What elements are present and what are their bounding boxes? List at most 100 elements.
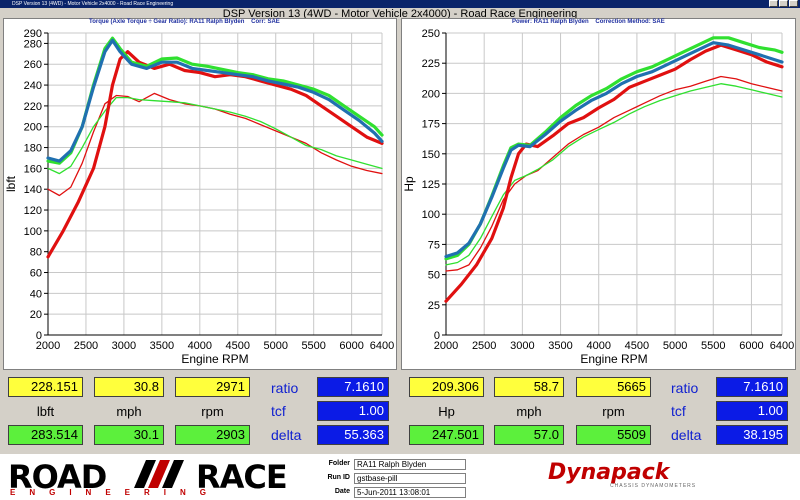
minimize-button[interactable] <box>769 0 778 7</box>
runid-label: Run ID <box>327 474 350 481</box>
x-tick-label: 2000 <box>434 340 458 352</box>
delta-label: delta <box>671 427 702 443</box>
y-tick-label: 0 <box>434 330 440 342</box>
speed-unit-label: mph <box>516 404 542 419</box>
tcf-value-box: 1.00 <box>317 401 389 421</box>
power-readout-box: 209.306 <box>409 377 484 397</box>
ratio-value-box: 7.1610 <box>716 377 788 397</box>
y-tick-label: 175 <box>422 119 440 131</box>
logo-stripes-icon <box>134 460 184 488</box>
logo-road-text: ROAD <box>8 458 107 496</box>
x-tick-label: 3000 <box>112 340 136 352</box>
main-title: DSP Version 13 (4WD - Motor Vehicle 2x40… <box>222 8 578 20</box>
delta-value-box: 38.195 <box>716 425 788 445</box>
y-tick-label: 160 <box>24 163 42 175</box>
rpm-peak-box: 2903 <box>175 425 250 445</box>
power-header-source: Power: RA11 Ralph Blyden <box>512 19 589 25</box>
y-tick-label: 260 <box>24 59 42 71</box>
rpm-unit-label: rpm <box>201 404 224 419</box>
y-tick-label: 125 <box>422 179 440 191</box>
x-axis-label: Engine RPM <box>580 352 647 366</box>
torque-header-source: Torque (Axle Torque ÷ Gear Ratio): RA11 … <box>89 19 245 25</box>
torque-unit-label: lbft <box>36 404 55 419</box>
torque-header-corr: Corr: SAE <box>251 19 280 25</box>
torque-peak-box: 283.514 <box>8 425 83 445</box>
y-tick-label: 120 <box>24 205 42 217</box>
runid-value: gstbase-pill <box>354 473 466 484</box>
window-titlebar[interactable]: DSP Version 13 (4WD) - Motor Vehicle 2x4… <box>0 0 800 8</box>
x-tick-label: 4000 <box>188 340 212 352</box>
power-peak-box: 247.501 <box>409 425 484 445</box>
date-value: 5-Jun-2011 13:08:01 <box>354 487 466 498</box>
y-tick-label: 180 <box>24 143 42 155</box>
power-unit-label: Hp <box>438 404 455 419</box>
rpm-peak-box: 5509 <box>576 425 651 445</box>
speed-readout-box: 30.8 <box>94 377 164 397</box>
series-line-red-thick <box>46 50 384 259</box>
tcf-value-box: 1.00 <box>716 401 788 421</box>
y-tick-label: 200 <box>422 88 440 100</box>
y-tick-label: 250 <box>422 28 440 40</box>
y-tick-label: 20 <box>30 309 42 321</box>
y-tick-label: 150 <box>422 149 440 161</box>
y-tick-label: 225 <box>422 58 440 70</box>
ratio-label: ratio <box>271 380 299 396</box>
y-tick-label: 25 <box>428 300 440 312</box>
x-axis-label: Engine RPM <box>181 352 248 366</box>
close-button[interactable] <box>789 0 798 7</box>
y-tick-label: 50 <box>428 270 440 282</box>
x-tick-label: 5000 <box>663 340 687 352</box>
y-tick-label: 290 <box>24 28 42 40</box>
y-tick-label: 140 <box>24 184 42 196</box>
y-tick-label: 80 <box>30 247 42 259</box>
x-tick-label: 3500 <box>548 340 572 352</box>
y-tick-label: 240 <box>24 80 42 92</box>
series-line-green-thin <box>445 83 783 266</box>
x-tick-label: 2500 <box>74 340 98 352</box>
speed-peak-box: 57.0 <box>494 425 564 445</box>
power-chart-panel: Power: RA11 Ralph Blyden Correction Meth… <box>401 18 796 370</box>
folder-label: Folder <box>328 460 350 467</box>
x-tick-label: 4500 <box>625 340 649 352</box>
x-tick-label: 6000 <box>739 340 763 352</box>
torque-chart-panel: Torque (Axle Torque ÷ Gear Ratio): RA11 … <box>3 18 397 370</box>
x-tick-label: 3000 <box>510 340 534 352</box>
x-tick-label: 6400 <box>370 340 394 352</box>
torque-readout-box: 228.151 <box>8 377 83 397</box>
x-tick-label: 3500 <box>150 340 174 352</box>
series-line-blue-thick <box>444 41 784 259</box>
y-tick-label: 280 <box>24 38 42 50</box>
rpm-unit-label: rpm <box>602 404 625 419</box>
torque-chart: 2000 2500 3000 3500 4000 4500 5000 5500 6000 6400… <box>4 28 394 366</box>
tcf-label: tcf <box>271 403 286 419</box>
x-tick-label: 5500 <box>301 340 325 352</box>
delta-value-box: 55.363 <box>317 425 389 445</box>
y-tick-label: 75 <box>428 239 440 251</box>
x-tick-label: 2500 <box>472 340 496 352</box>
dynapack-logo: Dynapack <box>548 460 670 485</box>
power-header-corr: Correction Method: SAE <box>595 19 665 25</box>
dynapack-subtitle: CHASSIS DYNAMOMETERS <box>610 483 697 489</box>
logo-subtitle: ENGINEERING <box>10 488 221 497</box>
torque-chart-header: Torque (Axle Torque ÷ Gear Ratio): RA11 … <box>89 19 280 25</box>
x-tick-label: 2000 <box>36 340 60 352</box>
ratio-label: ratio <box>671 380 699 396</box>
series-line-red-thin <box>445 75 783 272</box>
speed-unit-label: mph <box>116 404 142 419</box>
x-tick-label: 4500 <box>226 340 250 352</box>
power-chart-header: Power: RA11 Ralph Blyden Correction Meth… <box>512 19 665 25</box>
power-chart: 2000 2500 3000 3500 4000 4500 5000 5500 6000 6400… <box>402 28 794 366</box>
y-tick-label: 60 <box>30 268 42 280</box>
ratio-value-box: 7.1610 <box>317 377 389 397</box>
folder-value: RA11 Ralph Blyden <box>354 459 466 470</box>
series-line-blue-thick <box>46 38 384 163</box>
date-label: Date <box>334 488 350 495</box>
y-tick-label: 220 <box>24 101 42 113</box>
y-tick-label: 100 <box>24 226 42 238</box>
series-line-green-thin <box>47 96 383 175</box>
x-tick-label: 5000 <box>263 340 287 352</box>
y-axis-label: Hp <box>402 176 416 192</box>
logo-race-text: RACE <box>196 458 288 496</box>
speed-readout-box: 58.7 <box>494 377 564 397</box>
maximize-button[interactable] <box>779 0 788 7</box>
